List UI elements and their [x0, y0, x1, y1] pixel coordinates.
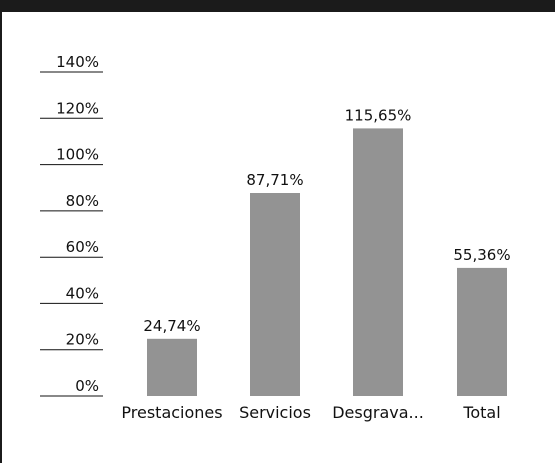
bar	[147, 338, 197, 396]
value-labels: 24,74% 87,71% 115,65% 55,36%	[143, 106, 510, 334]
y-tick-label: 100%	[56, 146, 99, 164]
y-tick-label: 0%	[75, 377, 99, 395]
y-tick-label: 80%	[66, 192, 99, 210]
y-tick-label: 40%	[66, 284, 99, 302]
y-tick-label: 20%	[66, 331, 99, 349]
bar	[457, 267, 507, 396]
header-band	[0, 0, 555, 12]
bar-value-label: 55,36%	[453, 246, 510, 264]
category-label: Prestaciones	[121, 403, 222, 422]
y-tick-label: 60%	[66, 238, 99, 256]
y-tick-label: 120%	[56, 99, 99, 117]
bars	[147, 128, 507, 396]
y-axis: 0% 20% 40% 60% 80% 100% 120% 140%	[40, 53, 103, 397]
bar-value-label: 87,71%	[246, 171, 303, 189]
bar	[353, 128, 403, 396]
y-tick-label: 140%	[56, 53, 99, 71]
x-axis: Prestaciones Servicios Desgrava... Total	[121, 403, 500, 422]
bar-value-label: 115,65%	[345, 106, 412, 124]
category-label: Servicios	[239, 403, 311, 422]
left-border	[0, 0, 2, 463]
category-label: Desgrava...	[332, 403, 424, 422]
bar-value-label: 24,74%	[143, 317, 200, 335]
category-label: Total	[462, 403, 500, 422]
bar	[250, 193, 300, 396]
